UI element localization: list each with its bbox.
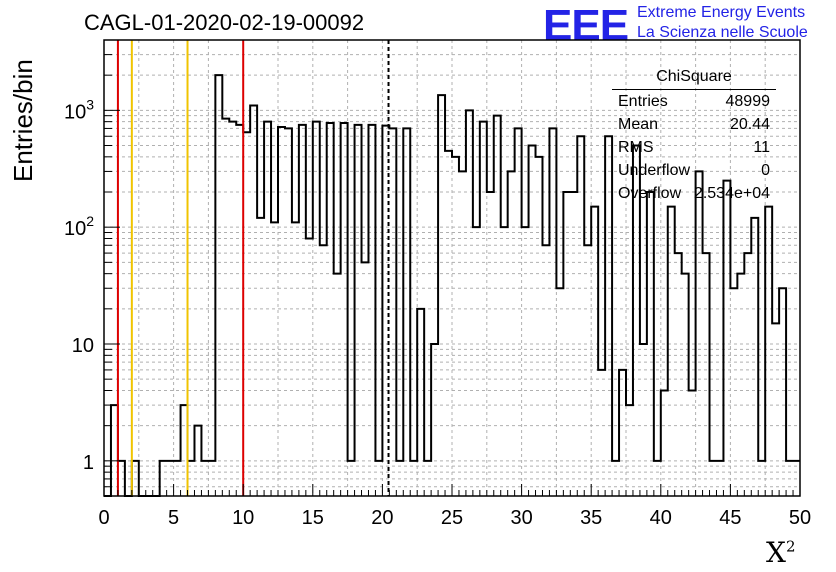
stats-row-label: RMS [618, 139, 654, 156]
stats-row: Underflow 0 [612, 159, 776, 182]
x-tick-label: 25 [441, 507, 463, 529]
x-axis-label-superscript: 2 [785, 537, 796, 556]
x-tick-label: 20 [371, 507, 393, 529]
stats-row: Overflow 2.534e+04 [612, 182, 776, 205]
stats-row: Entries 48999 [612, 90, 776, 113]
x-tick-label: 40 [650, 507, 672, 529]
x-tick-label: 10 [232, 507, 254, 529]
stats-box: ChiSquare Entries 48999 Mean 20.44 RMS 11 Unde… [612, 68, 776, 205]
logo-line-1: Extreme Energy Events [637, 4, 806, 21]
y-tick-exponent: 3 [86, 96, 94, 112]
y-tick-exponent: 2 [86, 213, 94, 229]
y-tick-base: 10 [64, 101, 86, 123]
y-tick-label: 102 [64, 213, 94, 240]
stats-row-value: 20.44 [729, 116, 770, 133]
stats-row-label: Overflow [618, 185, 682, 202]
stats-row-label: Entries [618, 93, 668, 110]
x-axis-label-text: X [766, 536, 786, 569]
stats-rows: Entries 48999 Mean 20.44 RMS 11 Underflow 0 Over… [612, 90, 776, 205]
x-axis-ticks: 0 5 10 15 20 25 30 35 40 45 50 [98, 484, 811, 529]
y-tick-label: 1 [83, 452, 94, 474]
x-tick-label: 35 [580, 507, 602, 529]
stats-row-value: 11 [753, 139, 770, 156]
x-axis-label: X2 [766, 536, 795, 569]
x-tick-label: 30 [510, 507, 532, 529]
chart-title: CAGL-01-2020-02-19-00092 [84, 10, 365, 35]
y-tick-label: 10 [72, 335, 94, 357]
stats-row-value: 48999 [725, 93, 771, 110]
stats-row-label: Underflow [618, 162, 691, 179]
y-tick-base: 10 [64, 218, 86, 240]
stats-row: RMS 11 [612, 136, 776, 159]
eee-logo-text: EEE [543, 1, 629, 50]
stats-row-value: 2.534e+04 [693, 185, 770, 202]
x-tick-label: 50 [789, 507, 811, 529]
histogram-line [104, 74, 800, 497]
x-tick-label: 45 [719, 507, 741, 529]
stats-row-value: 0 [761, 162, 770, 179]
x-tick-label: 5 [168, 507, 179, 529]
logo-line-2: La Scienza nelle Scuole [637, 24, 808, 41]
x-tick-label: 15 [302, 507, 324, 529]
y-tick-label: 103 [64, 96, 94, 123]
stats-row: Mean 20.44 [612, 113, 776, 136]
x-tick-label: 0 [98, 507, 109, 529]
stats-title: ChiSquare [612, 68, 776, 90]
stats-row-label: Mean [618, 116, 659, 133]
